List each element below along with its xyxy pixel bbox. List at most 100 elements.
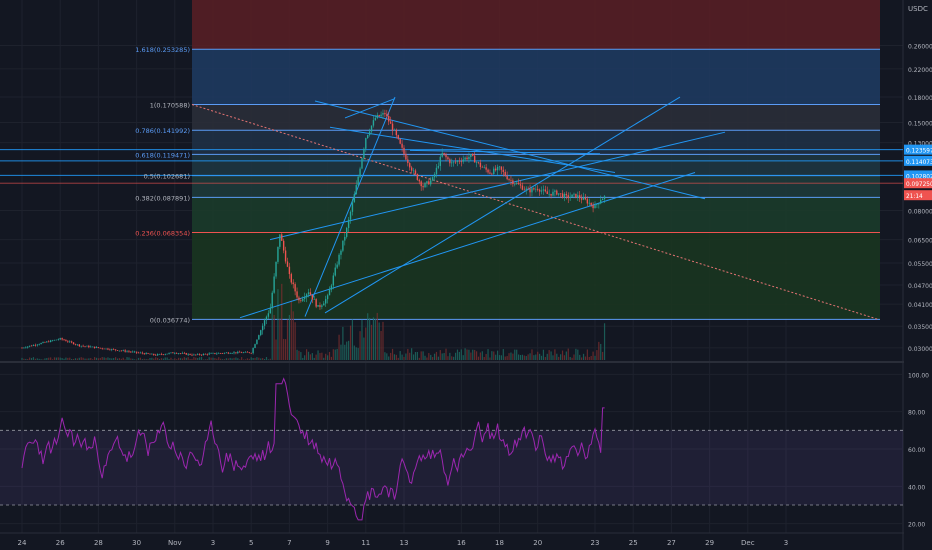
candle-body bbox=[441, 152, 443, 157]
trendline bbox=[329, 126, 616, 173]
candle-body bbox=[351, 202, 354, 212]
volume-bar bbox=[206, 359, 208, 360]
rsi-tick-label: 60.00 bbox=[908, 447, 925, 454]
volume-bar bbox=[376, 312, 378, 360]
volume-bar bbox=[552, 355, 554, 360]
candle-body bbox=[502, 169, 505, 172]
candle-body bbox=[269, 307, 271, 314]
candle-body bbox=[172, 352, 174, 354]
fib-zone bbox=[192, 104, 880, 131]
candle-body bbox=[577, 195, 579, 198]
candle-body bbox=[473, 155, 476, 163]
volume-bar bbox=[109, 358, 111, 360]
volume-bar bbox=[458, 351, 460, 360]
volume-bar bbox=[174, 358, 176, 360]
volume-bar bbox=[237, 358, 239, 360]
candle-body bbox=[466, 157, 468, 160]
candle-body bbox=[355, 185, 357, 195]
volume-bar bbox=[424, 355, 426, 360]
volume-bar bbox=[496, 350, 499, 360]
volume-bar bbox=[357, 348, 359, 360]
volume-bar bbox=[596, 350, 598, 360]
candle-body bbox=[80, 345, 82, 347]
candle-body bbox=[598, 203, 600, 205]
time-tick-label: Dec bbox=[741, 539, 755, 547]
time-tick-label: 24 bbox=[18, 539, 27, 547]
candle-body bbox=[221, 353, 224, 354]
candle-body bbox=[515, 183, 518, 184]
candle-body bbox=[409, 163, 411, 168]
volume-bar bbox=[462, 355, 464, 360]
volume-bar bbox=[319, 353, 321, 360]
candle-body bbox=[489, 172, 491, 174]
volume-bar bbox=[586, 349, 588, 360]
candle-body bbox=[445, 154, 447, 158]
trendline bbox=[324, 96, 681, 314]
volume-bar bbox=[336, 348, 338, 360]
volume-bar bbox=[223, 359, 226, 360]
candle-body bbox=[128, 351, 130, 352]
volume-bar bbox=[558, 356, 560, 360]
volume-bar bbox=[137, 357, 140, 360]
candle-body bbox=[23, 347, 25, 349]
volume-bar bbox=[176, 359, 178, 360]
candle-body bbox=[330, 285, 333, 290]
volume-bar bbox=[141, 359, 143, 360]
volume-bar bbox=[227, 358, 229, 360]
time-tick-label: 7 bbox=[287, 539, 291, 547]
candle-body bbox=[126, 351, 128, 352]
time-tick-label: 13 bbox=[400, 539, 409, 547]
candle-body bbox=[414, 170, 417, 174]
volume-bar bbox=[399, 351, 401, 360]
volume-bar bbox=[372, 317, 375, 360]
candle-body bbox=[508, 179, 510, 181]
candle-body bbox=[384, 112, 386, 115]
volume-bar bbox=[179, 358, 182, 360]
price-tag bbox=[904, 144, 932, 155]
candle-body bbox=[418, 179, 420, 182]
volume-bar bbox=[475, 351, 478, 360]
candle-body bbox=[40, 342, 42, 345]
candle-body bbox=[168, 352, 170, 354]
price-axis bbox=[904, 0, 932, 550]
candle-body bbox=[59, 338, 61, 340]
candle-body bbox=[132, 351, 134, 353]
volume-bar bbox=[99, 358, 101, 360]
currency-label: USDC bbox=[908, 5, 928, 13]
candle-body bbox=[370, 125, 373, 132]
candle-body bbox=[292, 282, 294, 285]
volume-bar bbox=[395, 354, 397, 360]
volume-bar bbox=[124, 359, 126, 360]
volume-bar bbox=[189, 359, 191, 360]
volume-bar bbox=[582, 353, 585, 360]
candle-body bbox=[67, 341, 69, 342]
candle-body bbox=[447, 157, 449, 160]
volume-bar bbox=[262, 358, 264, 360]
volume-bar bbox=[516, 349, 518, 360]
volume-bar bbox=[537, 351, 539, 360]
candle-body bbox=[443, 152, 445, 155]
candle-body bbox=[540, 190, 543, 192]
candle-body bbox=[426, 181, 428, 184]
candle-body bbox=[296, 291, 298, 298]
volume-bar bbox=[76, 358, 78, 360]
volume-bar bbox=[23, 358, 25, 360]
candle-body bbox=[519, 184, 522, 186]
volume-bar bbox=[405, 353, 407, 360]
volume-bar bbox=[160, 358, 163, 360]
price-tag-label: 0.123597 bbox=[906, 149, 932, 155]
candle-body bbox=[512, 180, 514, 185]
candle-body bbox=[252, 348, 254, 354]
candle-body bbox=[424, 183, 426, 188]
candle-body bbox=[273, 276, 275, 293]
time-tick-label: 11 bbox=[361, 539, 370, 547]
candle-body bbox=[88, 345, 90, 348]
candle-body bbox=[260, 330, 262, 336]
volume-bar bbox=[456, 349, 459, 360]
time-tick-label: 23 bbox=[591, 539, 600, 547]
candle-body bbox=[575, 193, 577, 198]
volume-bar bbox=[86, 358, 88, 360]
